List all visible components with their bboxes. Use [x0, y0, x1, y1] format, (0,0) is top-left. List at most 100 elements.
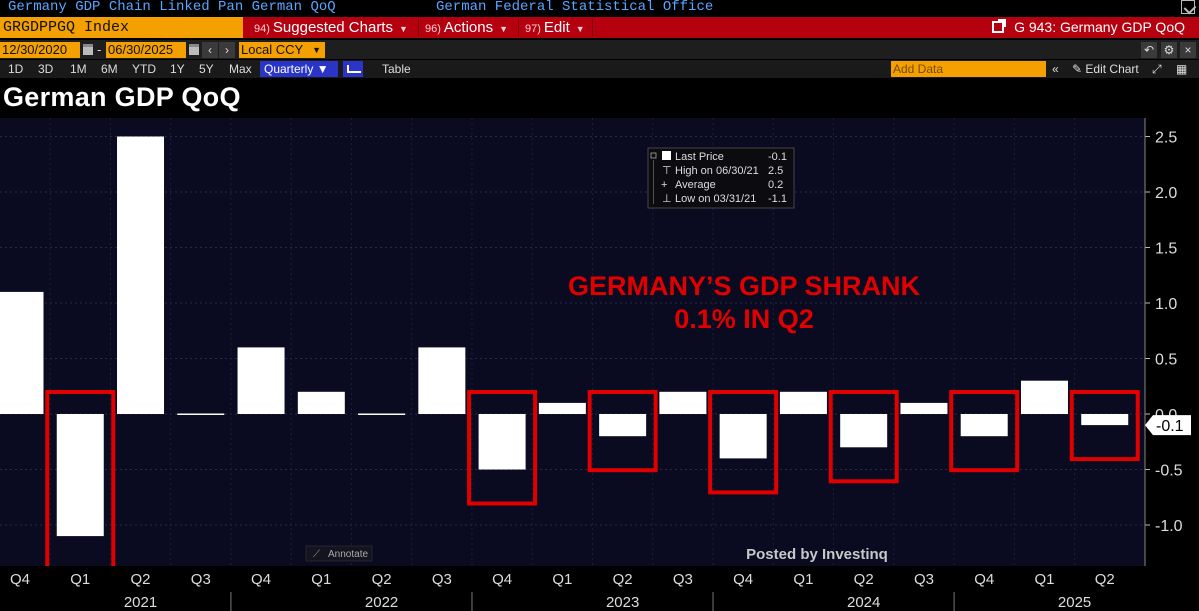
edit-menu[interactable]: 97) Edit ▼	[525, 17, 585, 38]
currency-select[interactable]: Local CCY ▼	[239, 42, 325, 58]
period-1m[interactable]: 1M	[70, 62, 87, 76]
settings-icon[interactable]: ⚙	[1161, 42, 1177, 58]
period-max[interactable]: Max	[229, 62, 252, 76]
suggested-charts-menu[interactable]: 94) Suggested Charts ▼	[254, 17, 408, 38]
security-name: Germany GDP Chain Linked Pan German QoQ	[8, 0, 336, 15]
x-tick-label: Q1	[1034, 571, 1054, 588]
chevron-down-icon: ▼	[398, 24, 408, 34]
chart-reference-label: G 943: Germany GDP QoQ	[1014, 19, 1185, 35]
year-label: 2021	[124, 594, 157, 611]
period-6m[interactable]: 6M	[101, 62, 118, 76]
bar	[779, 391, 827, 414]
highlight-box	[587, 390, 658, 473]
bar	[0, 291, 44, 414]
zoom-icon[interactable]: ⤢	[1152, 62, 1162, 76]
bar	[358, 413, 406, 415]
year-label: 2023	[606, 594, 639, 611]
legend-label: High on 06/30/21	[675, 165, 759, 177]
next-period-button[interactable]: ›	[219, 42, 235, 58]
annotate-button-bg	[305, 545, 373, 562]
period-1d[interactable]: 1D	[8, 62, 24, 76]
bar	[297, 391, 345, 414]
y-tick-label: -0.5	[1155, 463, 1183, 480]
x-axis: Q4 Q1 Q2 Q3 Q4 Q1 Q2 Q3 Q4 Q1 Q2 Q3 Q4 Q1 Q2 Q3 Q4 Q1 Q220…	[0, 566, 1199, 611]
legend-toggle-icon[interactable]	[650, 152, 657, 159]
data-source: German Federal Statistical Office	[436, 0, 714, 15]
x-tick-label: Q1	[70, 571, 90, 588]
bar	[840, 414, 888, 448]
currency-value: Local CCY	[241, 42, 304, 57]
previous-period-button[interactable]: ‹	[202, 42, 218, 58]
period-3d[interactable]: 3D	[38, 62, 54, 76]
date-separator: -	[97, 42, 102, 57]
annotate-button[interactable]: ⟋ Annotate	[305, 545, 373, 562]
x-tick-label: Q4	[251, 571, 271, 588]
legend-label: Last Price	[675, 151, 724, 163]
add-data-input[interactable]: Add Data	[891, 61, 1046, 77]
legend-swatch-icon	[662, 151, 671, 160]
x-tick-label: Q1	[311, 571, 331, 588]
menu-label: Actions	[443, 19, 494, 36]
close-icon[interactable]: ×	[1180, 42, 1196, 58]
pen-icon: ⟋	[313, 549, 320, 560]
bar-chart: 2.52.01.51.00.50.0-0.5-1.0-0.1 Q4Q1Q2Q3Q…	[0, 118, 1199, 611]
frequency-select[interactable]: Quarterly ▼	[260, 61, 338, 77]
bar	[177, 413, 225, 415]
chevron-down-icon: ▼	[312, 45, 321, 55]
divider	[592, 19, 593, 36]
calendar-icon[interactable]	[189, 44, 199, 55]
bar	[1081, 414, 1129, 426]
bar	[56, 414, 104, 537]
frequency-value: Quarterly	[264, 62, 314, 76]
table-button[interactable]: Table	[382, 62, 411, 76]
y-tick-label: 0.5	[1155, 352, 1177, 369]
chart-title: German GDP QoQ	[3, 82, 241, 112]
divider	[418, 19, 419, 36]
y-tick-label: 1.0	[1155, 296, 1177, 313]
x-tick-label: Q1	[552, 571, 572, 588]
bar	[1020, 380, 1068, 414]
period-5y[interactable]: 5Y	[199, 62, 214, 76]
y-tick-label: -1.0	[1155, 518, 1183, 535]
bar	[659, 391, 707, 414]
ticker-field[interactable]: GRGDPPGQ Index	[0, 17, 243, 38]
bar	[599, 414, 647, 437]
start-date-field[interactable]: 12/30/2020	[0, 42, 80, 58]
divider	[518, 19, 519, 36]
high-marker-icon: ⊤	[662, 165, 672, 177]
end-date-field[interactable]: 06/30/2025	[106, 42, 186, 58]
legend-value: 2.5	[768, 165, 783, 177]
command-bar: GRGDPPGQ Index 94) Suggested Charts ▼ 96) A…	[0, 17, 1199, 38]
date-range-bar: 12/30/2020 - 06/30/2025 ‹ › Local CCY ▼ …	[0, 40, 1199, 59]
legend-value: 0.2	[768, 179, 783, 191]
calendar-icon[interactable]	[83, 44, 93, 55]
x-tick-label: Q3	[914, 571, 934, 588]
bar	[418, 347, 466, 414]
bar	[478, 414, 526, 470]
undo-icon[interactable]: ↶	[1141, 42, 1157, 58]
legend-label: Average	[675, 179, 716, 191]
legend-value: -0.1	[768, 151, 787, 163]
bar	[900, 402, 948, 414]
chart-reference[interactable]: G 943: Germany GDP QoQ	[992, 17, 1185, 38]
grid-icon[interactable]: ▦	[1176, 62, 1188, 76]
highlight-box	[828, 390, 899, 484]
expand-icon[interactable]	[1181, 0, 1195, 14]
collapse-icon[interactable]: «	[1052, 62, 1059, 76]
edit-chart-button[interactable]: ✎ Edit Chart	[1072, 62, 1139, 76]
x-tick-label: Q2	[372, 571, 392, 588]
highlight-box	[949, 390, 1020, 473]
y-axis: 2.52.01.51.00.50.0-0.5-1.0-0.1	[1144, 118, 1191, 566]
period-ytd[interactable]: YTD	[132, 62, 156, 76]
bar	[960, 414, 1008, 437]
external-link-icon	[992, 19, 1007, 33]
line-chart-icon[interactable]	[343, 61, 363, 77]
x-tick-label: Q2	[854, 571, 874, 588]
bars	[0, 136, 1129, 537]
period-1y[interactable]: 1Y	[170, 62, 185, 76]
x-tick-label: Q4	[733, 571, 753, 588]
last-value-tag	[1145, 415, 1191, 436]
x-tick-label: Q2	[613, 571, 633, 588]
actions-menu[interactable]: 96) Actions ▼	[425, 17, 508, 38]
x-tick-label: Q1	[793, 571, 813, 588]
